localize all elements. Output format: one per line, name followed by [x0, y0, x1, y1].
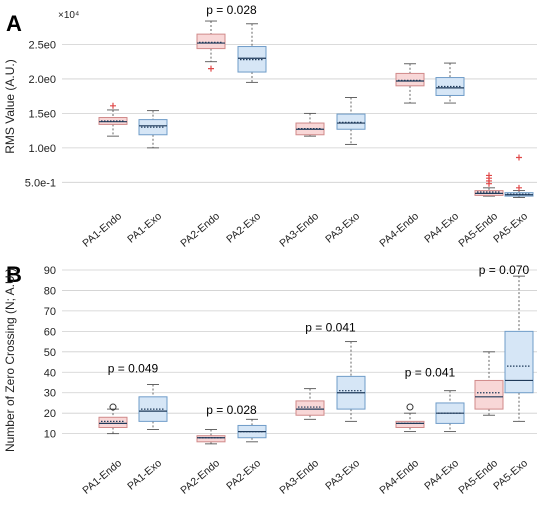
x-tick-label: PA5-Exo [491, 457, 530, 492]
outlier-point [516, 184, 522, 191]
y-tick-label: 60 [44, 326, 56, 338]
y-tick-label: 80 [44, 285, 56, 297]
x-tick-label: PA1-Exo [125, 210, 164, 245]
p-value-annotation: p = 0.028 [206, 3, 257, 17]
y-tick-label: 30 [44, 388, 56, 400]
y-tick-label: 1.0e0 [28, 143, 56, 155]
y-tick-label: 10 [44, 429, 56, 441]
y-exponent-label: ×10⁴ [58, 10, 79, 21]
y-tick-label: 2.5e0 [28, 39, 56, 51]
y-tick-label: 50 [44, 347, 56, 359]
iqr-box [196, 33, 226, 50]
p-value-annotation: p = 0.049 [108, 361, 159, 375]
box-pa3-endo [295, 388, 325, 420]
y-tick-label: 20 [44, 408, 56, 420]
panel-label: A [6, 11, 22, 36]
iqr-box [336, 113, 366, 130]
box-pa5-endo [474, 172, 504, 197]
x-tick-label: PA1-Endo [80, 210, 124, 250]
x-tick-label: PA1-Exo [125, 457, 164, 492]
box-pa2-endo [196, 429, 226, 445]
outlier-point [406, 403, 414, 411]
outlier-point [110, 102, 116, 109]
x-tick-label: PA5-Endo [456, 210, 500, 250]
iqr-box [395, 72, 425, 87]
box-pa4-exo [435, 62, 465, 104]
panel-label: B [6, 262, 22, 287]
box-pa3-endo [295, 112, 325, 137]
box-pa1-endo [98, 102, 128, 137]
outlier-point [516, 154, 522, 161]
y-tick-label: 70 [44, 306, 56, 318]
box-pa1-exo [138, 384, 168, 430]
x-tick-label: PA2-Exo [224, 210, 263, 245]
y-axis-title: Number of Zero Crossing (N; A.U.) [3, 268, 17, 452]
box-pa3-exo [336, 341, 366, 422]
y-tick-label: 90 [44, 265, 56, 277]
x-tick-label: PA2-Exo [224, 457, 263, 492]
iqr-box [98, 416, 128, 429]
outlier-point [109, 403, 117, 411]
box-pa5-exo [504, 154, 534, 198]
box-pa5-exo [504, 275, 534, 422]
iqr-box [196, 435, 226, 443]
y-axis-title: RMS Value (A.U.) [3, 59, 17, 153]
x-tick-label: PA2-Endo [178, 457, 222, 497]
box-pa2-exo [237, 418, 267, 443]
x-tick-label: PA4-Endo [377, 210, 421, 250]
box-pa4-exo [435, 390, 465, 433]
x-tick-label: PA5-Exo [491, 210, 530, 245]
iqr-box [395, 420, 425, 429]
x-tick-label: PA4-Endo [377, 457, 421, 497]
y-tick-label: 1.5e0 [28, 108, 56, 120]
x-tick-label: PA3-Exo [323, 457, 362, 492]
box-pa1-endo [98, 403, 128, 435]
p-value-annotation: p = 0.041 [305, 320, 356, 334]
panel-b-zero-crossing-chart: B 10 20 30 40 50 60 70 80 90 Number of Zero Crossi… [3, 262, 537, 497]
x-tick-label: PA5-Endo [456, 457, 500, 497]
p-value-annotation: p = 0.041 [405, 365, 456, 379]
panel-a-rms-chart: A 5.0e-1 1.0e0 1.5e0 2.0e0 2.5e0 ×10⁴ RMS Value… [3, 3, 537, 250]
box-pa4-endo [395, 63, 425, 104]
y-tick-label: 2.0e0 [28, 74, 56, 86]
p-value-annotation: p = 0.070 [479, 263, 530, 277]
x-tick-label: PA1-Endo [80, 457, 124, 497]
outlier-point [208, 65, 214, 72]
iqr-box [474, 379, 504, 410]
box-pa1-exo [138, 110, 168, 149]
box-pa4-endo [395, 403, 425, 433]
iqr-box [295, 400, 325, 416]
box-pa2-exo [237, 23, 267, 83]
iqr-box [504, 330, 534, 394]
x-tick-label: PA3-Endo [277, 210, 321, 250]
box-pa5-endo [474, 351, 504, 416]
y-tick-label: 5.0e-1 [25, 177, 56, 189]
p-value-annotation: p = 0.028 [206, 403, 257, 417]
box-pa2-endo [196, 20, 226, 72]
y-tick-label: 40 [44, 367, 56, 379]
x-tick-label: PA3-Exo [323, 210, 362, 245]
box-pa3-exo [336, 97, 366, 145]
outlier-point [486, 172, 492, 179]
x-tick-label: PA2-Endo [178, 210, 222, 250]
x-tick-label: PA3-Endo [277, 457, 321, 497]
